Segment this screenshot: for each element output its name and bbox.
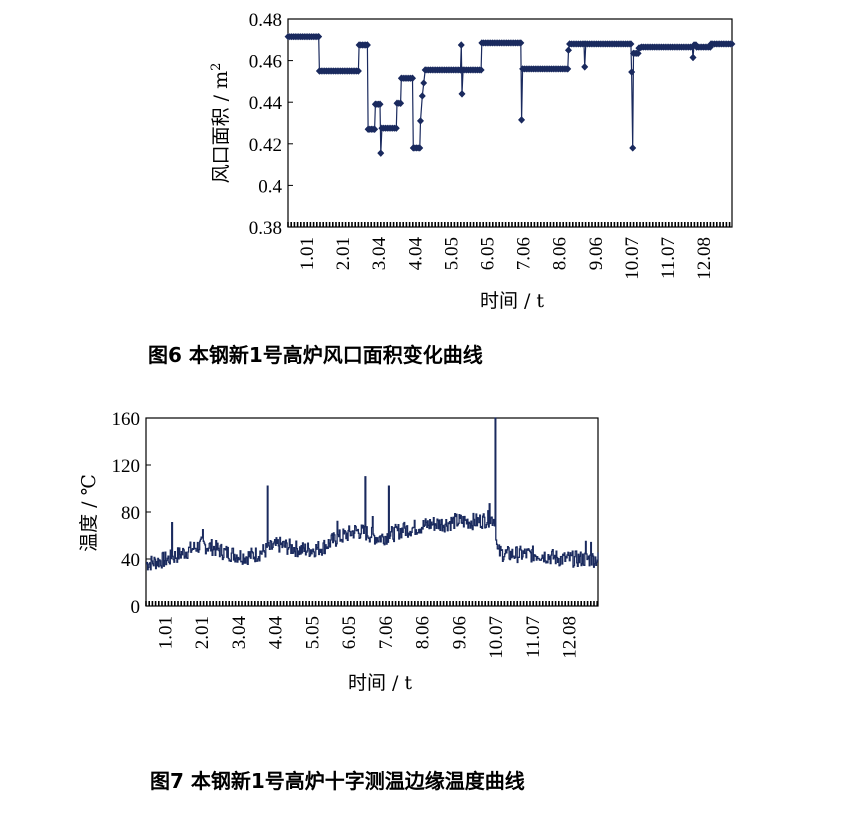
area-point — [457, 41, 465, 49]
area-point — [565, 46, 572, 54]
area-point — [634, 49, 642, 57]
y-tick-label: 160 — [112, 409, 141, 430]
x-tick-label: 5.05 — [302, 616, 323, 649]
x-tick-label: 1.01 — [155, 616, 176, 649]
y-tick-label: 0 — [131, 597, 141, 618]
y-tick-label: 0.46 — [249, 52, 282, 73]
x-tick-label: 11.07 — [658, 237, 679, 279]
x-tick-label: 10.07 — [622, 237, 643, 280]
area-point — [629, 144, 637, 152]
y-tick-label: 0.42 — [249, 135, 282, 156]
x-tick-label: 9.06 — [586, 237, 607, 270]
x-tick-label: 2.01 — [192, 616, 213, 649]
y-tick-label: 0.4 — [258, 176, 282, 197]
area-point — [409, 74, 416, 82]
area-point — [397, 99, 405, 107]
area-point — [689, 53, 697, 62]
x-tick-label: 4.04 — [266, 616, 287, 650]
area-point — [364, 41, 371, 49]
x-tick-label: 12.08 — [560, 616, 581, 659]
area-point — [688, 43, 696, 51]
x-tick-label: 2.01 — [333, 237, 354, 270]
area-point — [418, 92, 426, 100]
edge-temperature-chart: 0 40 80 120 160 1.01 2.01 3.04 4.04 5.05 6.05 7.06 8… — [78, 409, 599, 694]
x-axis-label: 时间 / t — [480, 290, 544, 312]
x-tick-label: 8.06 — [413, 616, 434, 649]
area-point — [420, 79, 428, 87]
figure-7-caption: 图7 本钢新1号高炉十字测温边缘温度曲线 — [150, 769, 525, 793]
x-tick-label: 1.01 — [297, 237, 318, 270]
area-point — [315, 33, 323, 41]
x-tick-label: 9.06 — [449, 616, 470, 649]
x-tick-label: 6.05 — [339, 616, 360, 649]
y-axis-label: 温度 / ℃ — [78, 474, 100, 552]
x-tick-label: 12.08 — [694, 237, 715, 280]
y-tick-label: 0.38 — [249, 218, 282, 239]
area-point — [354, 67, 362, 75]
x-tick-label: 8.06 — [550, 237, 571, 270]
plot-frame — [145, 417, 599, 607]
figure-6-caption: 图6 本钢新1号高炉风口面积变化曲线 — [148, 343, 483, 367]
area-point — [376, 100, 384, 108]
area-point — [392, 124, 400, 132]
y-tick-label: 0.44 — [249, 93, 283, 114]
temperature-line — [146, 417, 599, 571]
x-tick-label: 3.04 — [229, 616, 250, 650]
area-point — [377, 149, 385, 157]
y-tick-label: 0.48 — [249, 10, 282, 31]
y-tick-label: 80 — [121, 503, 140, 524]
y-axis-label: 风口面积 / m2 — [209, 63, 232, 184]
temperature-series — [146, 417, 599, 571]
area-series — [284, 33, 736, 157]
x-axis-label: 时间 / t — [348, 672, 412, 694]
area-point — [581, 63, 589, 71]
area-point — [628, 68, 636, 76]
tuyere-area-chart: 0.38 0.4 0.42 0.44 0.46 0.48 1.01 2.01 3.04 4.04 5… — [209, 10, 736, 312]
y-tick-label: 40 — [121, 550, 140, 571]
y-tick-label: 120 — [112, 456, 141, 477]
x-tick-label: 10.07 — [486, 616, 507, 659]
x-tick-label: 5.05 — [441, 237, 462, 270]
plot-frame — [287, 18, 733, 228]
area-point — [518, 116, 525, 124]
x-tick-label: 7.06 — [514, 237, 535, 270]
area-point — [517, 39, 525, 47]
area-point — [458, 90, 466, 98]
area-point — [564, 65, 572, 73]
area-point — [477, 66, 485, 74]
x-tick-label: 3.04 — [369, 237, 390, 271]
x-tick-label: 6.05 — [478, 237, 499, 270]
area-point — [627, 40, 635, 48]
area-point — [416, 144, 424, 152]
x-tick-label: 7.06 — [376, 616, 397, 649]
area-point — [371, 125, 379, 133]
area-point — [417, 117, 424, 125]
x-tick-label: 11.07 — [523, 616, 544, 658]
area-point — [728, 40, 736, 48]
x-tick-label: 4.04 — [405, 237, 426, 271]
